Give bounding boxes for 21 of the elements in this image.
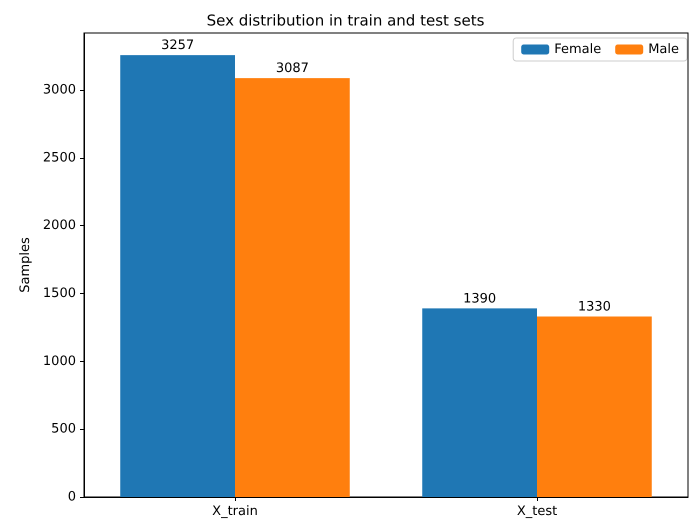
legend-label: Female: [554, 42, 602, 57]
bar: [422, 308, 537, 497]
x-tick-label: X_train: [212, 504, 258, 519]
legend-label: Male: [648, 42, 680, 57]
data-label: 1390: [463, 291, 496, 306]
bar: [235, 78, 350, 497]
y-tick-label: 500: [51, 422, 76, 437]
data-label: 3087: [276, 61, 309, 76]
data-label: 3257: [161, 38, 194, 54]
y-tick-label: 0: [68, 490, 76, 504]
y-tick-label: 1000: [42, 354, 76, 369]
bar: [537, 316, 652, 497]
y-tick-label: 1500: [42, 286, 76, 301]
y-tick-label: 3000: [42, 82, 76, 98]
y-tick-label: 2500: [42, 150, 76, 166]
bar: [120, 55, 235, 497]
data-label: 1330: [578, 300, 611, 315]
chart-title: Sex distribution in train and test sets: [206, 12, 485, 30]
y-tick-label: 2000: [42, 218, 76, 234]
x-tick-label: X_test: [516, 504, 558, 519]
y-axis-title: Samples: [18, 237, 33, 293]
